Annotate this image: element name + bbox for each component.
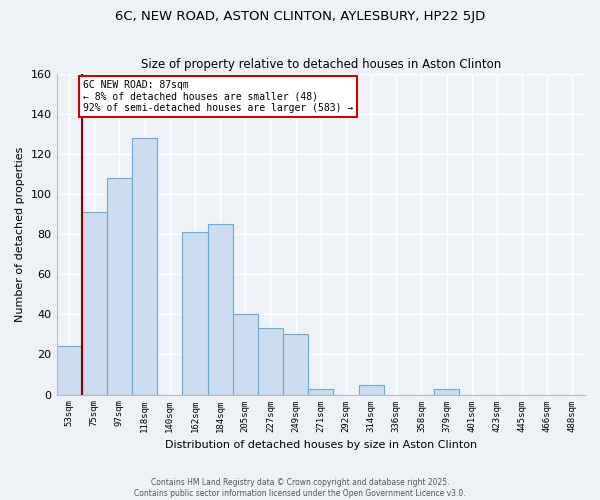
Bar bbox=[182, 232, 208, 394]
Bar bbox=[132, 138, 157, 394]
Bar bbox=[56, 346, 82, 395]
X-axis label: Distribution of detached houses by size in Aston Clinton: Distribution of detached houses by size … bbox=[165, 440, 477, 450]
Text: 6C, NEW ROAD, ASTON CLINTON, AYLESBURY, HP22 5JD: 6C, NEW ROAD, ASTON CLINTON, AYLESBURY, … bbox=[115, 10, 485, 23]
Bar bbox=[208, 224, 233, 394]
Bar bbox=[359, 384, 383, 394]
Bar bbox=[233, 314, 258, 394]
Bar bbox=[308, 388, 334, 394]
Bar bbox=[258, 328, 283, 394]
Y-axis label: Number of detached properties: Number of detached properties bbox=[15, 146, 25, 322]
Bar bbox=[283, 334, 308, 394]
Text: 6C NEW ROAD: 87sqm
← 8% of detached houses are smaller (48)
92% of semi-detached: 6C NEW ROAD: 87sqm ← 8% of detached hous… bbox=[83, 80, 353, 113]
Bar bbox=[107, 178, 132, 394]
Bar bbox=[82, 212, 107, 394]
Text: Contains HM Land Registry data © Crown copyright and database right 2025.
Contai: Contains HM Land Registry data © Crown c… bbox=[134, 478, 466, 498]
Title: Size of property relative to detached houses in Aston Clinton: Size of property relative to detached ho… bbox=[140, 58, 501, 71]
Bar bbox=[434, 388, 459, 394]
